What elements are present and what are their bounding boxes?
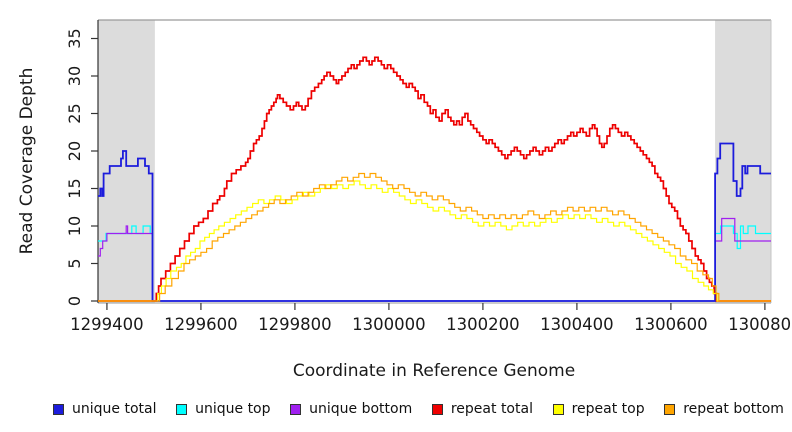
x-tick-label: 1300600 — [634, 315, 708, 334]
legend-label: repeat top — [571, 401, 645, 417]
y-axis-title: Read Coverage Depth — [17, 67, 37, 255]
legend-swatch-icon — [664, 403, 676, 415]
legend-item-repeat-total: repeat total — [431, 401, 533, 417]
series-unique-top — [98, 225, 771, 302]
x-tick-label: 1299800 — [258, 315, 332, 334]
legend-item-unique-top: unique top — [176, 401, 271, 417]
y-tick-label: 0 — [65, 296, 84, 306]
legend-swatch-icon — [431, 403, 443, 415]
legend-item-unique-bottom: unique bottom — [290, 401, 412, 417]
legend-label: unique bottom — [309, 401, 413, 417]
x-axis-title: Coordinate in Reference Genome — [292, 361, 576, 381]
masked-region — [715, 20, 771, 303]
legend-label: unique total — [72, 401, 157, 417]
y-tick-label: 15 — [65, 178, 84, 198]
series-repeat-bottom — [98, 172, 771, 302]
legend-label: repeat bottom — [683, 401, 784, 417]
legend-swatch-icon — [53, 403, 64, 415]
legend-swatch-icon — [552, 403, 564, 415]
y-tick-label: 25 — [65, 103, 84, 123]
y-tick-label: 35 — [65, 28, 84, 48]
legend-item-repeat-bottom: repeat bottom — [664, 401, 784, 417]
series-unique-bottom — [98, 217, 771, 302]
legend-swatch-icon — [176, 403, 188, 415]
y-tick-label: 20 — [65, 141, 84, 161]
legend-swatch-icon — [290, 403, 302, 415]
series-repeat-total — [98, 56, 771, 302]
legend: unique total unique top unique bottom repea… — [53, 401, 784, 417]
series-repeat-top — [98, 180, 771, 302]
legend-item-repeat-top: repeat top — [552, 401, 645, 417]
y-tick-label: 30 — [65, 66, 84, 86]
x-tick-label: 1300000 — [352, 315, 426, 334]
x-tick-label: 1299600 — [164, 315, 238, 334]
legend-label: unique top — [195, 401, 271, 417]
legend-label: repeat total — [450, 401, 533, 417]
y-tick-label: 10 — [65, 216, 84, 236]
x-tick-label: 1299400 — [70, 315, 144, 334]
x-tick-label: 1300400 — [540, 315, 614, 334]
legend-item-unique-total: unique total — [53, 401, 156, 417]
y-tick-label: 5 — [65, 258, 84, 268]
x-tick-label: 1300200 — [446, 315, 520, 334]
